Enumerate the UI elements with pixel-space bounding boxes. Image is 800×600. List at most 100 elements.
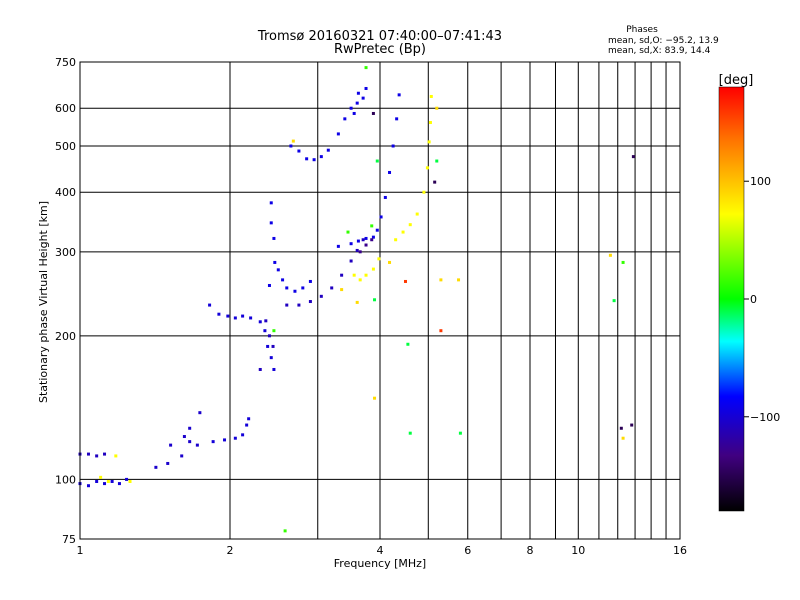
data-points bbox=[78, 66, 635, 533]
data-point bbox=[269, 221, 273, 225]
data-point bbox=[245, 423, 249, 427]
data-point bbox=[621, 436, 625, 440]
data-point bbox=[95, 479, 99, 483]
data-point bbox=[330, 286, 334, 290]
y-tick-label: 400 bbox=[55, 186, 76, 199]
data-point bbox=[272, 367, 276, 371]
data-point bbox=[397, 93, 401, 97]
data-point bbox=[226, 314, 230, 318]
data-point bbox=[95, 454, 99, 458]
data-point bbox=[631, 155, 635, 159]
data-point bbox=[394, 238, 398, 242]
data-point bbox=[233, 316, 237, 320]
data-point bbox=[258, 367, 262, 371]
colorbar bbox=[718, 86, 745, 512]
data-point bbox=[281, 278, 285, 282]
data-point bbox=[429, 94, 433, 98]
y-tick-label: 75 bbox=[62, 533, 76, 546]
plot-frame bbox=[79, 61, 681, 540]
data-point bbox=[612, 299, 616, 303]
data-point bbox=[349, 242, 353, 246]
x-tick-label: 8 bbox=[527, 544, 534, 557]
data-point bbox=[364, 66, 368, 70]
data-point bbox=[415, 212, 419, 216]
data-point bbox=[375, 228, 379, 232]
y-tick-label: 600 bbox=[55, 102, 76, 115]
data-point bbox=[383, 195, 387, 199]
colorbar-tick-label: −100 bbox=[750, 411, 780, 424]
data-point bbox=[114, 454, 118, 458]
data-point bbox=[195, 443, 199, 447]
data-point bbox=[388, 170, 392, 174]
data-point bbox=[169, 443, 173, 447]
data-point bbox=[182, 435, 186, 439]
data-point bbox=[103, 482, 107, 486]
data-point bbox=[241, 314, 245, 318]
data-point bbox=[349, 259, 353, 263]
x-tick-label: 6 bbox=[464, 544, 471, 557]
data-point bbox=[285, 303, 289, 307]
data-point bbox=[267, 283, 271, 287]
data-point bbox=[358, 278, 362, 282]
data-point bbox=[319, 155, 323, 159]
colorbar-tick-label: 0 bbox=[750, 293, 757, 306]
data-point bbox=[428, 121, 432, 125]
data-point bbox=[630, 423, 634, 427]
y-tick-label: 200 bbox=[55, 330, 76, 343]
data-point bbox=[340, 288, 344, 292]
data-point bbox=[355, 248, 359, 252]
data-point bbox=[355, 300, 359, 304]
data-point bbox=[166, 461, 170, 465]
data-point bbox=[272, 236, 276, 240]
data-point bbox=[269, 201, 273, 205]
data-point bbox=[336, 132, 340, 136]
data-point bbox=[249, 316, 253, 320]
data-point bbox=[223, 438, 227, 442]
data-point bbox=[272, 329, 276, 333]
data-point bbox=[406, 342, 410, 346]
x-tick-label: 10 bbox=[571, 544, 585, 557]
data-point bbox=[608, 253, 612, 257]
data-point bbox=[312, 158, 316, 162]
data-point bbox=[264, 319, 268, 323]
data-point bbox=[361, 238, 365, 242]
data-point bbox=[435, 106, 439, 110]
data-point bbox=[291, 139, 295, 143]
data-point bbox=[343, 117, 347, 121]
chart-subtitle: RwPretec (Bp) bbox=[334, 42, 426, 57]
data-point bbox=[358, 250, 362, 254]
x-axis: 1 2 4 6 8 10 16 bbox=[77, 544, 688, 557]
data-point bbox=[297, 149, 301, 153]
data-point bbox=[125, 477, 129, 481]
data-point bbox=[106, 479, 110, 483]
data-point bbox=[377, 257, 381, 261]
x-tick-label: 4 bbox=[377, 544, 384, 557]
data-point bbox=[241, 433, 245, 437]
data-point bbox=[433, 180, 437, 184]
phases-header: Phases bbox=[626, 25, 658, 35]
data-point bbox=[352, 273, 356, 277]
y-tick-label: 500 bbox=[55, 140, 76, 153]
data-point bbox=[308, 300, 312, 304]
data-point bbox=[364, 86, 368, 90]
data-point bbox=[326, 148, 330, 152]
y-axis: 75 100 200 300 400 500 600 750 bbox=[55, 56, 76, 546]
data-point bbox=[346, 230, 350, 234]
data-point bbox=[208, 303, 212, 307]
data-point bbox=[403, 279, 407, 283]
data-point bbox=[188, 440, 192, 444]
data-point bbox=[211, 440, 215, 444]
data-point bbox=[263, 329, 267, 333]
data-point bbox=[308, 279, 312, 283]
data-point bbox=[110, 479, 114, 483]
data-point bbox=[458, 431, 462, 435]
data-point bbox=[439, 278, 443, 282]
data-point bbox=[391, 144, 395, 148]
data-point bbox=[128, 479, 132, 483]
data-point bbox=[408, 223, 412, 227]
data-point bbox=[99, 475, 103, 479]
data-point bbox=[371, 267, 375, 271]
data-point bbox=[373, 298, 377, 302]
data-point bbox=[266, 344, 270, 348]
